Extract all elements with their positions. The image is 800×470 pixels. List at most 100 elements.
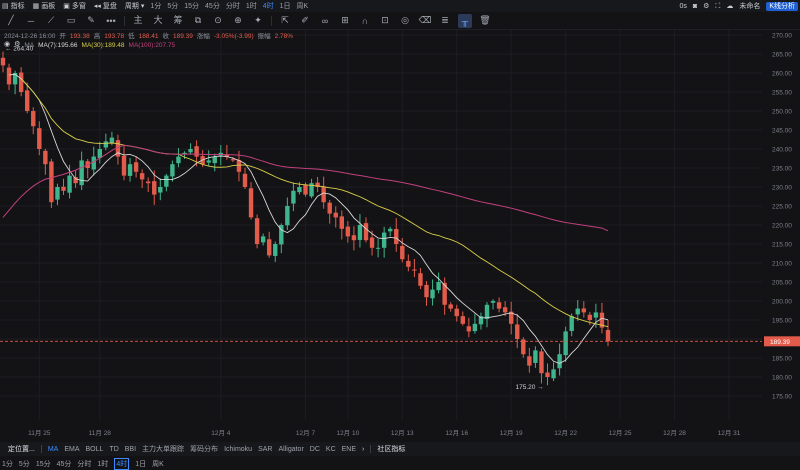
kline-analysis-button[interactable]: K线分析 — [766, 1, 798, 11]
timeframe-1m[interactable]: 1分 — [150, 3, 162, 10]
position-selector[interactable]: 定位置... — [8, 446, 35, 453]
indicator-ma[interactable]: MA — [47, 445, 59, 453]
camera-icon[interactable]: ◙ — [692, 2, 698, 10]
bottom-timeframe-weekly[interactable]: 周K — [152, 461, 164, 468]
x-tick-label: 12月 16 — [445, 429, 468, 437]
timeframe-15m[interactable]: 15分 — [184, 3, 200, 10]
indicator-bbi[interactable]: BBI — [124, 445, 137, 453]
delete-drawing-icon[interactable]: ⌫ — [418, 15, 432, 25]
indicator-bar: 定位置... MA EMA BOLL TD BBI 主力大单跟踪 筹码分布 Ic… — [0, 442, 800, 456]
main-force-icon[interactable]: 主 — [133, 15, 143, 25]
candle-body — [236, 160, 242, 172]
bottom-timeframe-15m[interactable]: 15分 — [35, 461, 51, 468]
candle-body — [369, 237, 375, 248]
settings-icon[interactable]: ⚙ — [703, 2, 710, 10]
timeframe-45m[interactable]: 45分 — [205, 3, 220, 10]
timeframe-4h[interactable]: 4时 — [262, 3, 274, 10]
timeframe-1h[interactable]: 1时 — [245, 3, 257, 10]
chevron-right-icon[interactable]: › — [362, 445, 365, 453]
pin-icon[interactable]: ⊕ — [234, 15, 242, 25]
multi-window-menu[interactable]: ▣ 多窗 — [61, 1, 86, 11]
ma30-value: MA(30):189.48 — [81, 42, 125, 49]
brush-icon[interactable]: ✎ — [87, 15, 95, 25]
y-tick-label: 215.00 — [772, 242, 792, 249]
candle-body — [206, 160, 211, 163]
horizontal-line-icon[interactable]: ─ — [27, 15, 35, 26]
copy-icon[interactable]: ⧉ — [194, 15, 202, 25]
kline-pattern-icon[interactable]: ╥ — [458, 13, 472, 28]
bottom-timeframe-1h[interactable]: 1时 — [97, 461, 109, 468]
layout-name[interactable]: 未命名 — [739, 3, 761, 10]
bottom-timeframe-45m[interactable]: 45分 — [56, 461, 72, 468]
drawing-board-menu[interactable]: ▦ 画板 — [31, 1, 56, 11]
indicator-boll[interactable]: BOLL — [85, 445, 104, 453]
candle-body — [230, 159, 236, 161]
indicator-ene[interactable]: ENE — [341, 445, 357, 453]
y-tick-label: 200.00 — [772, 299, 792, 306]
bottom-timeframe-1m[interactable]: 1分 — [2, 461, 13, 468]
candle-body — [121, 155, 127, 176]
settings-icon[interactable]: ⚙ — [14, 41, 21, 48]
replay-menu[interactable]: ◂◂ 复盘 — [92, 1, 117, 11]
trash-icon[interactable]: 🗑 — [479, 15, 491, 25]
ray-icon[interactable]: ⟋ — [47, 15, 55, 25]
drawing-toolbar: ╱ ─ ⟋ ▭ ✎ ••• 主 大 筹 ⧉ ⊙ ⊕ ✦ ⇱ ✐ ∞ ⊞ ∩ ⊡ … — [0, 12, 800, 30]
more-tools-icon[interactable]: ••• — [106, 15, 116, 26]
trendline-icon[interactable]: ╱ — [8, 15, 14, 25]
chips-icon[interactable]: 筹 — [173, 15, 183, 25]
big-order-icon[interactable]: 大 — [153, 15, 163, 25]
indicator-main-force[interactable]: 主力大单跟踪 — [142, 446, 185, 453]
pencil-icon[interactable]: ✐ — [301, 15, 309, 25]
timeframe-intraday[interactable]: 分时 — [225, 3, 240, 10]
indicator-td[interactable]: TD — [109, 445, 119, 453]
eye-icon[interactable]: ◉ — [4, 41, 11, 48]
candle-body — [224, 154, 230, 157]
measure-icon[interactable]: ⊞ — [341, 15, 349, 25]
candle-body — [91, 156, 96, 170]
indicator-sar[interactable]: SAR — [258, 445, 273, 453]
bottom-timeframe-5m[interactable]: 5分 — [18, 461, 30, 468]
link-icon[interactable]: ∞ — [321, 15, 329, 26]
indicator-ema[interactable]: EMA — [64, 445, 80, 453]
close-value: 189.39 — [173, 33, 193, 40]
rectangle-icon[interactable]: ▭ — [66, 15, 76, 25]
candle-body — [37, 128, 42, 149]
candle-body — [6, 67, 12, 85]
candle-body — [127, 164, 133, 176]
high-value: 193.78 — [104, 33, 125, 40]
candle-body — [248, 188, 254, 218]
indicator-ichimoku[interactable]: Ichimoku — [224, 445, 253, 453]
fullscreen-icon[interactable]: ⛶ — [715, 2, 721, 10]
period-menu[interactable]: 周期 ▾ — [123, 1, 145, 11]
community-indicators[interactable]: 社区指标 — [377, 446, 406, 453]
candle-body — [605, 329, 611, 342]
timeframe-weekly[interactable]: 周K — [296, 3, 309, 10]
bottom-timeframe-intraday[interactable]: 分时 — [77, 461, 92, 468]
high-label: 高 — [93, 33, 101, 40]
timeframe-5m[interactable]: 5分 — [167, 3, 179, 10]
magnet-icon[interactable]: ∩ — [361, 15, 369, 26]
bottom-timeframe-1d[interactable]: 1日 — [135, 461, 147, 468]
indicator-chips[interactable]: 筹码分布 — [190, 446, 219, 453]
layers-icon[interactable]: ≣ — [441, 15, 449, 25]
candle-body — [133, 162, 139, 172]
candle-body — [478, 316, 484, 325]
alert-icon[interactable]: ⊙ — [214, 15, 222, 25]
indicator-menu[interactable]: ▤ 指标 — [0, 1, 25, 11]
cursor-icon[interactable]: ⇱ — [281, 15, 289, 25]
indicator-alligator[interactable]: Alligator — [278, 445, 304, 453]
indicator-dc[interactable]: DC — [309, 445, 320, 453]
indicator-kc[interactable]: KC — [325, 445, 336, 453]
candlestick-chart[interactable]: 175.00180.00185.00190.00195.00200.00205.… — [0, 30, 800, 440]
candle-body — [303, 184, 308, 195]
bottom-timeframe-4h[interactable]: 4时 — [114, 458, 130, 470]
lock-icon[interactable]: ⊡ — [381, 15, 389, 25]
toolbar-divider — [271, 15, 272, 26]
hide-icon[interactable]: ◎ — [401, 15, 409, 25]
close-label: 收 — [162, 33, 170, 40]
amplitude-value: 2.78% — [274, 33, 294, 40]
timeframe-1d[interactable]: 1日 — [279, 3, 291, 10]
x-tick-label: 12月 22 — [554, 429, 577, 437]
x-tick-label: 12月 25 — [609, 429, 632, 437]
magic-icon[interactable]: ✦ — [254, 15, 262, 25]
